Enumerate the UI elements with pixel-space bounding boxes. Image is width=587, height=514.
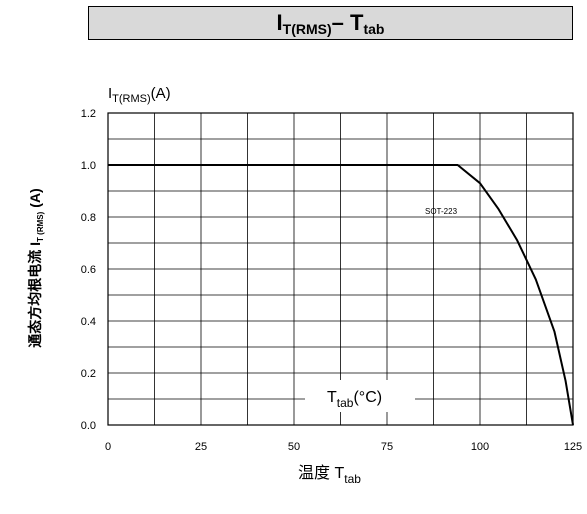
y-axis-unit-label: IT(RMS)(A) [108,85,171,105]
y-tick-label: 1.0 [81,160,96,172]
y-axis-unit-main: I [108,85,112,102]
y-tick-label: 0.4 [81,316,96,328]
y-axis-title-main: 通态方均根电流 I [27,242,43,348]
y-axis-title-unit: (A) [27,188,43,207]
x-tick-label: 50 [288,441,300,453]
x-tick-labels: 0 25 50 75 100 125 [105,441,582,453]
series-lines [108,164,574,426]
y-tick-label: 0.6 [81,264,96,276]
x-axis-title-main: 温度 T [298,464,344,482]
x-tick-label: 125 [564,441,582,453]
x-tick-label: 25 [195,441,207,453]
y-axis-unit-unit: (A) [151,85,171,102]
y-axis-title-sub: T (RMS) [36,211,45,242]
y-tick-labels: 0.0 0.2 0.4 0.6 0.8 1.0 1.2 [81,108,96,432]
y-tick-label: 0.0 [81,420,96,432]
x-tick-label: 100 [471,441,489,453]
x-axis-title-sub: tab [344,472,361,486]
y-tick-label: 1.2 [81,108,96,120]
y-axis-unit-sub: T(RMS) [112,93,151,105]
plot-frame [107,112,574,426]
x-tick-label: 75 [381,441,393,453]
chart-title-dash: – T [331,10,364,35]
x-axis-unit-sub: tab [337,396,354,410]
chart-title-main: I [276,10,283,35]
x-axis-title: 温度 Ttab [298,464,361,486]
x-axis-unit-label: Ttab(°C) [327,389,382,410]
y-tick-label: 0.8 [81,212,96,224]
grid [107,112,574,426]
chart-title-sub: T(RMS) [282,21,332,37]
x-axis-unit-bg [305,380,415,412]
chart-title-sub2: tab [363,21,385,37]
series-label-sot223: SOT-223 [425,207,458,216]
series-line [108,164,574,426]
x-axis-unit-main: T [327,389,337,406]
y-tick-label: 0.2 [81,368,96,380]
x-tick-label: 0 [105,441,111,453]
y-axis-title: 通态方均根电流 IT (RMS) (A) [27,188,45,347]
x-axis-unit-unit: (°C) [353,389,382,406]
